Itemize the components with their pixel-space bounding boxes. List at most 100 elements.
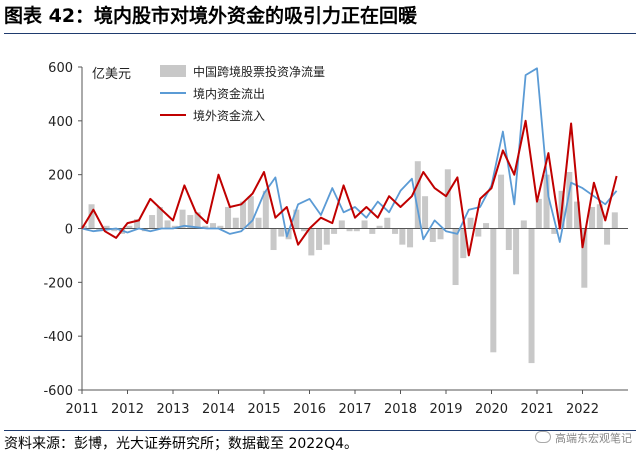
bar-series — [80, 161, 626, 364]
bar-mark — [505, 228, 512, 251]
y-tick-label: -400 — [43, 330, 73, 345]
bar-mark — [149, 215, 156, 229]
y-tick-label: 400 — [48, 115, 73, 130]
bar-mark — [475, 228, 482, 237]
bar-mark — [520, 220, 527, 229]
bar-mark — [581, 228, 588, 288]
bar-mark — [323, 228, 330, 245]
legend-label: 境内资金流出 — [193, 86, 265, 101]
bar-mark — [444, 169, 451, 229]
bar-mark — [452, 228, 459, 286]
bar-mark — [399, 228, 406, 245]
bar-mark — [194, 212, 201, 229]
bar-mark — [437, 228, 444, 240]
series-line — [81, 67, 618, 243]
bar-mark — [361, 220, 368, 229]
x-tick-label: 2022 — [566, 402, 599, 417]
bar-mark — [316, 228, 323, 251]
bar-mark — [611, 212, 618, 229]
x-tick-label: 2019 — [429, 402, 462, 417]
x-tick-label: 2013 — [156, 402, 189, 417]
chart: -600 -400 -200 0 200 400 600 2011 2012 2013 2014 20… — [43, 61, 628, 417]
x-tick-label: 2011 — [65, 402, 98, 417]
bar-mark — [551, 228, 558, 234]
bar-mark — [210, 223, 217, 229]
bar-mark — [187, 215, 194, 229]
y-tick-label: -200 — [43, 276, 73, 291]
bar-mark — [247, 196, 254, 229]
bar-mark — [422, 196, 429, 229]
x-tick-label: 2021 — [520, 402, 553, 417]
x-tick-label: 2017 — [338, 402, 371, 417]
watermark-text: 高端东宏观笔记 — [555, 432, 632, 445]
bar-mark — [156, 206, 163, 229]
bar-mark — [407, 228, 414, 248]
chart-title: 图表 42：境内股市对境外资金的吸引力正在回暖 — [4, 5, 418, 27]
bar-mark — [513, 228, 520, 275]
bar-mark — [596, 204, 603, 229]
bar-mark — [217, 225, 224, 229]
bar-mark — [429, 228, 436, 242]
bar-mark — [278, 228, 285, 237]
bar-mark — [202, 225, 209, 229]
bar-mark — [338, 220, 345, 229]
line-series — [81, 67, 618, 257]
bar-mark — [179, 209, 186, 229]
bar-mark — [535, 198, 542, 229]
y-axis-unit-label: 亿美元 — [92, 67, 131, 82]
bar-mark — [498, 174, 505, 229]
bar-mark — [134, 219, 141, 229]
x-tick-label: 2020 — [475, 402, 508, 417]
x-tick-label: 2018 — [384, 402, 417, 417]
series-line — [81, 119, 618, 257]
bar-mark — [574, 201, 581, 229]
bar-mark — [262, 190, 269, 229]
source-note: 资料来源：彭博，光大证券研究所；数据截至 2022Q4。 — [4, 436, 359, 452]
bar-mark — [232, 217, 239, 229]
legend-label: 中国跨境股票投资净流量 — [193, 64, 325, 79]
legend-label: 境外资金流入 — [193, 108, 265, 123]
bar-mark — [331, 228, 338, 234]
bar-mark — [164, 220, 171, 229]
bar-mark — [240, 201, 247, 229]
bar-mark — [353, 228, 360, 232]
bar-mark — [301, 228, 308, 232]
x-tick-label: 2014 — [202, 402, 235, 417]
title-divider — [4, 33, 636, 34]
bar-mark — [369, 228, 376, 234]
bar-mark — [543, 174, 550, 229]
watermark: 高端东宏观笔记 — [535, 430, 632, 446]
legend-swatch — [160, 65, 186, 77]
bar-mark — [111, 228, 118, 232]
y-tick-label: 0 — [65, 223, 73, 238]
bar-mark — [490, 228, 497, 353]
y-tick-label: -600 — [43, 384, 73, 399]
bar-mark — [566, 171, 573, 229]
bar-mark — [126, 225, 133, 229]
x-tick-label: 2016 — [293, 402, 326, 417]
x-tick-label: 2015 — [247, 402, 280, 417]
bar-mark — [376, 225, 383, 229]
bar-mark — [225, 206, 232, 229]
bar-mark — [346, 228, 353, 232]
bar-mark — [270, 228, 277, 251]
bar-mark — [88, 204, 95, 229]
bar-mark — [392, 228, 399, 234]
bar-mark — [103, 225, 110, 229]
bar-mark — [589, 206, 596, 229]
bar-mark — [483, 223, 490, 229]
bar-mark — [604, 228, 611, 245]
bar-mark — [293, 209, 300, 229]
bar-mark — [384, 217, 391, 229]
source-divider — [4, 430, 636, 431]
bar-mark — [467, 217, 474, 229]
bar-mark — [460, 228, 467, 259]
bar-mark — [528, 228, 535, 364]
y-tick-label: 600 — [48, 61, 73, 76]
y-tick-label: 200 — [48, 169, 73, 184]
wechat-icon — [535, 431, 551, 443]
x-tick-label: 2012 — [111, 402, 144, 417]
bar-mark — [255, 217, 262, 229]
bar-mark — [414, 161, 421, 229]
